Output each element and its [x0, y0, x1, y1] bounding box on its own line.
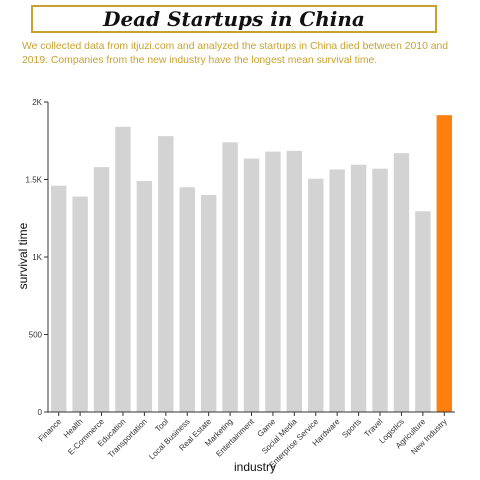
bar: [50, 185, 67, 412]
bar: [179, 187, 195, 412]
bar: [265, 151, 281, 412]
x-axis-title: industry: [234, 460, 276, 474]
y-tick-label: 2K: [32, 98, 42, 107]
y-tick-label: 0: [38, 408, 43, 417]
chart-subtitle: We collected data from itjuzi.com and an…: [22, 41, 449, 66]
bar: [115, 126, 131, 413]
bars: [50, 115, 453, 413]
x-tick-label: Transportation: [106, 417, 149, 460]
y-axis-title: survival time: [16, 222, 30, 289]
bar: [372, 168, 388, 412]
y-tick-label: 1.5K: [26, 176, 43, 185]
bar: [350, 164, 367, 412]
bar: [222, 142, 238, 413]
x-tick-label: Entertainment: [214, 417, 256, 459]
bar: [200, 195, 217, 412]
bar: [436, 115, 453, 413]
bar: [158, 136, 174, 412]
x-tick-label: Finance: [37, 417, 64, 444]
bar: [393, 153, 410, 412]
bar: [308, 178, 324, 412]
bar: [286, 150, 303, 412]
bar: [329, 169, 345, 412]
x-tick-label: Tool: [153, 417, 170, 434]
bar: [136, 181, 153, 412]
y-tick-label: 500: [29, 331, 43, 340]
title-box: Dead Startups in China: [31, 5, 437, 33]
bar: [415, 211, 431, 412]
bar: [243, 158, 260, 412]
x-tick-label: Sports: [340, 417, 363, 440]
chart-title: Dead Startups in China: [103, 7, 365, 31]
bar: [93, 167, 110, 412]
y-tick-label: 1K: [32, 253, 42, 262]
bar: [72, 196, 88, 412]
y-axis: 0 500 1K 1.5K 2K: [26, 98, 49, 417]
